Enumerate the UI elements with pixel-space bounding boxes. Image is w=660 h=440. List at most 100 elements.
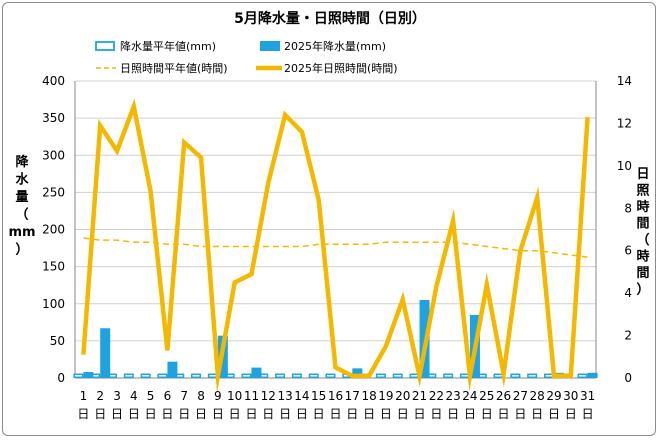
x-tick-label: 27: [513, 389, 528, 403]
normal-precip-bar: [191, 373, 202, 379]
x-tick-label: 21: [412, 389, 427, 403]
x-tick-suffix: 日: [481, 407, 493, 421]
x-tick-suffix: 日: [212, 407, 224, 421]
normal-precipitation-bars: [73, 373, 588, 379]
legend-label: 降水量平年値(mm): [120, 39, 216, 53]
normal-precip-bar: [510, 373, 521, 379]
x-tick-suffix: 日: [296, 407, 308, 421]
right-axis-label-char: 間: [636, 266, 649, 281]
actual-precip-bar: [83, 372, 94, 378]
x-tick-suffix: 日: [430, 407, 442, 421]
x-tick-suffix: 日: [548, 407, 560, 421]
right-axis-label: 日照時間（時間）: [636, 167, 649, 298]
x-tick-label: 23: [446, 389, 461, 403]
right-tick-label: 2: [624, 329, 632, 343]
legend-swatch-normal-precip: [95, 41, 115, 51]
x-tick-suffix: 日: [313, 407, 325, 421]
left-tick-label: 50: [50, 334, 65, 348]
x-tick-suffix: 日: [514, 407, 526, 421]
x-tick-label: 8: [197, 389, 205, 403]
left-axis-label-char: 量: [15, 190, 28, 205]
left-axis-label-char: （: [15, 207, 28, 223]
x-tick-suffix: 日: [145, 407, 157, 421]
x-tick-label: 26: [496, 389, 511, 403]
x-axis-ticks: 1日2日3日4日5日6日7日8日9日10日11日12日13日14日15日16日1…: [77, 389, 595, 421]
left-tick-label: 400: [42, 74, 65, 88]
x-tick-label: 11: [244, 389, 259, 403]
x-tick-label: 10: [227, 389, 242, 403]
left-axis-label-char: 水: [15, 172, 29, 188]
x-tick-label: 31: [580, 389, 595, 403]
right-axis-label-char: 間: [636, 217, 649, 232]
right-axis-label-char: 日: [636, 167, 649, 182]
x-tick-suffix: 日: [397, 407, 409, 421]
legend-swatch-actual-precip: [260, 41, 280, 51]
left-axis-ticks: 0 50 100 150 200 250 300 350 400: [42, 74, 65, 385]
x-tick-suffix: 日: [262, 407, 274, 421]
actual-precip-bar: [587, 372, 598, 378]
x-tick-label: 24: [462, 389, 477, 403]
right-tick-label: 0: [624, 371, 632, 385]
x-tick-label: 20: [395, 389, 410, 403]
right-axis-label-char: 時: [636, 199, 649, 215]
left-tick-label: 300: [42, 148, 65, 162]
left-axis-label: 降水量 （ mm ）: [8, 154, 35, 258]
x-tick-label: 18: [361, 389, 376, 403]
right-tick-label: 10: [617, 159, 632, 173]
chart-frame: [2, 2, 656, 436]
x-tick-suffix: 日: [229, 407, 241, 421]
legend: 降水量平年値(mm) 2025年降水量(mm) 日照時間平年値(時間) 2025年日照…: [95, 39, 398, 75]
right-tick-label: 8: [624, 201, 632, 215]
x-tick-suffix: 日: [195, 407, 207, 421]
x-tick-suffix: 日: [329, 407, 341, 421]
x-tick-suffix: 日: [565, 407, 577, 421]
normal-precip-bar: [241, 373, 252, 379]
right-tick-label: 12: [617, 116, 632, 130]
x-tick-suffix: 日: [346, 407, 358, 421]
right-tick-label: 14: [617, 74, 632, 88]
normal-precip-bar: [275, 373, 286, 379]
left-axis-label-char: 降: [15, 154, 29, 170]
normal-sunshine-line: [83, 237, 588, 258]
x-tick-label: 29: [546, 389, 561, 403]
left-tick-label: 100: [42, 297, 65, 311]
left-axis-label-char: ）: [15, 242, 28, 258]
right-axis-ticks: 0 2 4 6 8 10 12 14: [617, 74, 632, 385]
left-tick-label: 350: [42, 111, 65, 125]
x-tick-suffix: 日: [128, 407, 140, 421]
x-tick-suffix: 日: [447, 407, 459, 421]
x-tick-suffix: 日: [414, 407, 426, 421]
x-tick-suffix: 日: [178, 407, 190, 421]
actual-precipitation-bars: [83, 300, 598, 378]
x-tick-label: 16: [328, 389, 343, 403]
left-tick-label: 150: [42, 260, 65, 274]
actual-precip-bar: [100, 328, 111, 378]
x-tick-suffix: 日: [464, 407, 476, 421]
x-tick-label: 9: [214, 389, 222, 403]
right-tick-label: 4: [624, 286, 632, 300]
x-tick-label: 28: [530, 389, 545, 403]
normal-precip-bar: [291, 373, 302, 379]
actual-precip-bar: [167, 361, 178, 378]
normal-precip-bar: [392, 373, 403, 379]
x-tick-suffix: 日: [161, 407, 173, 421]
normal-precip-bar: [375, 373, 386, 379]
normal-precip-bar: [140, 373, 151, 379]
x-tick-label: 13: [277, 389, 292, 403]
x-tick-suffix: 日: [94, 407, 106, 421]
x-tick-suffix: 日: [498, 407, 510, 421]
chart-title: 5月降水量・日照時間（日別）: [234, 10, 426, 27]
normal-precip-bar: [527, 373, 538, 379]
x-tick-suffix: 日: [531, 407, 543, 421]
left-tick-label: 0: [57, 371, 65, 385]
right-axis-label-char: （: [636, 232, 649, 248]
actual-precip-bar: [251, 367, 262, 378]
normal-precip-bar: [73, 373, 84, 379]
sunshine-lines: [81, 98, 590, 394]
x-tick-suffix: 日: [77, 407, 89, 421]
normal-precip-bar: [577, 373, 588, 379]
x-tick-suffix: 日: [245, 407, 257, 421]
x-tick-label: 30: [563, 389, 578, 403]
x-tick-label: 15: [311, 389, 326, 403]
